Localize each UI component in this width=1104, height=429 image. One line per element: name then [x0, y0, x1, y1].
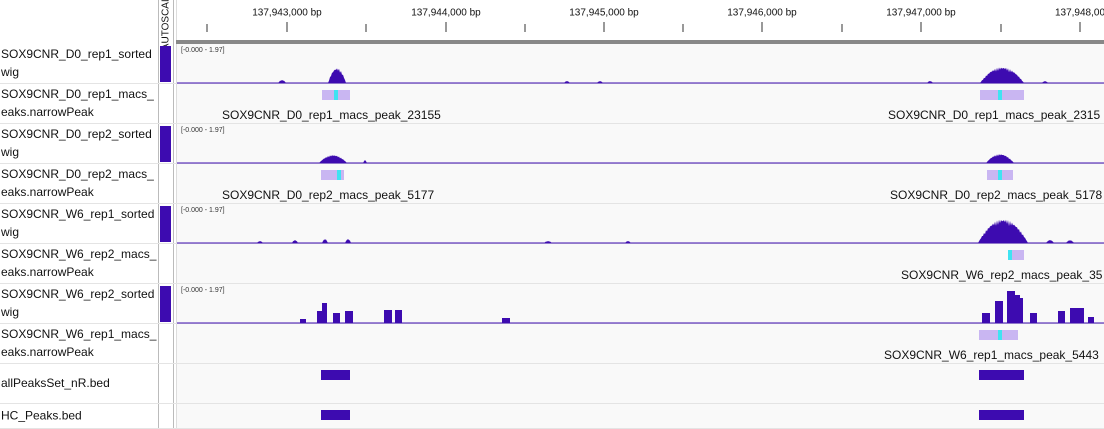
- data-range: [-0.000 - 1.97]: [181, 47, 225, 54]
- signal: [345, 239, 351, 243]
- data-range: [-0.000 - 1.97]: [181, 207, 225, 214]
- track-name: eaks.narrowPeak: [1, 105, 95, 119]
- signal: [1030, 313, 1037, 323]
- signal: [597, 81, 603, 83]
- track-name: wig: [0, 305, 19, 319]
- track-name: SOX9CNR_D0_rep2_sorted: [1, 127, 152, 141]
- track-name: allPeaksSet_nR.bed: [1, 376, 110, 390]
- signal: [502, 318, 510, 323]
- signal: [384, 310, 392, 323]
- signal: [322, 239, 328, 243]
- track-name: SOX9CNR_D0_rep1_macs_: [1, 87, 154, 101]
- track-name: eaks.narrowPeak: [1, 265, 95, 279]
- data-panel: [176, 44, 1104, 429]
- peak-label: SOX9CNR_D0_rep1_macs_peak_2315: [888, 108, 1100, 122]
- peak-label: SOX9CNR_D0_rep1_macs_peak_23155: [222, 108, 441, 122]
- data-range: [-0.000 - 1.97]: [181, 287, 225, 294]
- signal: [1066, 240, 1074, 243]
- peak-summit: [334, 90, 338, 100]
- track-name: eaks.narrowPeak: [1, 185, 95, 199]
- signal: [978, 219, 1028, 243]
- signal: [322, 303, 327, 323]
- peak-summit: [1008, 250, 1012, 260]
- peak-summit: [998, 330, 1002, 340]
- peak-label: SOX9CNR_D0_rep2_macs_peak_5178: [890, 188, 1102, 202]
- data-range: [-0.000 - 1.97]: [181, 127, 225, 134]
- signal: [257, 241, 263, 243]
- peak: [1008, 250, 1024, 260]
- signal: [328, 68, 346, 83]
- peak-summit: [998, 170, 1002, 180]
- track-name: wig: [0, 145, 19, 159]
- track-name: SOX9CNR_W6_rep1_sorted: [1, 207, 154, 221]
- peak-label: SOX9CNR_W6_rep2_macs_peak_35: [901, 268, 1103, 282]
- peak-label: SOX9CNR_D0_rep2_macs_peak_5177: [222, 188, 434, 202]
- signal: [1014, 295, 1020, 323]
- track-color: [160, 126, 171, 162]
- signal: [319, 155, 347, 163]
- signal: [395, 310, 402, 323]
- autoscale-header: AUTOSCALE: [161, 0, 172, 50]
- signal: [345, 311, 353, 323]
- track-name: wig: [0, 225, 19, 239]
- track-name: SOX9CNR_D0_rep1_sorted: [1, 47, 152, 61]
- signal: [986, 154, 1014, 163]
- signal: [564, 81, 570, 83]
- track-name: eaks.narrowPeak: [1, 345, 95, 359]
- track-color: [160, 286, 171, 322]
- ruler-label: 137,946,000 bp: [727, 8, 797, 19]
- bed-feature: [321, 370, 350, 380]
- bed-feature: [321, 410, 350, 420]
- track-name: SOX9CNR_D0_rep2_macs_: [1, 167, 154, 181]
- ruler-label: 137,948,00: [1055, 8, 1104, 19]
- track-name: HC_Peaks.bed: [1, 409, 82, 423]
- peak-label: SOX9CNR_W6_rep1_macs_peak_5443: [884, 348, 1099, 362]
- bed-feature: [979, 370, 1024, 380]
- bed-feature: [979, 410, 1024, 420]
- signal: [625, 241, 631, 243]
- signal: [292, 240, 298, 243]
- peak: [321, 170, 344, 180]
- track-name: SOX9CNR_W6_rep2_sorted: [1, 287, 154, 301]
- signal: [1070, 308, 1084, 323]
- ruler-label: 137,945,000 bp: [569, 8, 639, 19]
- signal: [995, 301, 1003, 323]
- signal: [1058, 311, 1065, 323]
- track-color: [160, 46, 171, 82]
- signal: [1088, 317, 1094, 323]
- signal: [980, 67, 1024, 83]
- signal: [1042, 81, 1048, 83]
- signal: [300, 319, 306, 323]
- signal: [363, 160, 367, 163]
- ruler-base: [176, 40, 1104, 44]
- signal: [333, 313, 340, 323]
- ruler-label: 137,947,000 bp: [886, 8, 956, 19]
- ruler-label: 137,943,000 bp: [252, 8, 322, 19]
- peak-summit: [337, 170, 341, 180]
- ruler-label: 137,944,000 bp: [411, 8, 481, 19]
- signal: [1018, 298, 1023, 323]
- peak-summit: [998, 90, 1002, 100]
- signal: [1007, 291, 1015, 323]
- signal: [544, 241, 552, 243]
- track-color: [160, 206, 171, 242]
- signal: [927, 81, 933, 83]
- signal: [1046, 240, 1054, 243]
- track-name: SOX9CNR_W6_rep2_macs_: [1, 247, 157, 261]
- track-name: SOX9CNR_W6_rep1_macs_: [1, 327, 157, 341]
- signal: [278, 80, 286, 83]
- signal: [982, 313, 990, 323]
- track-name: wig: [0, 65, 19, 79]
